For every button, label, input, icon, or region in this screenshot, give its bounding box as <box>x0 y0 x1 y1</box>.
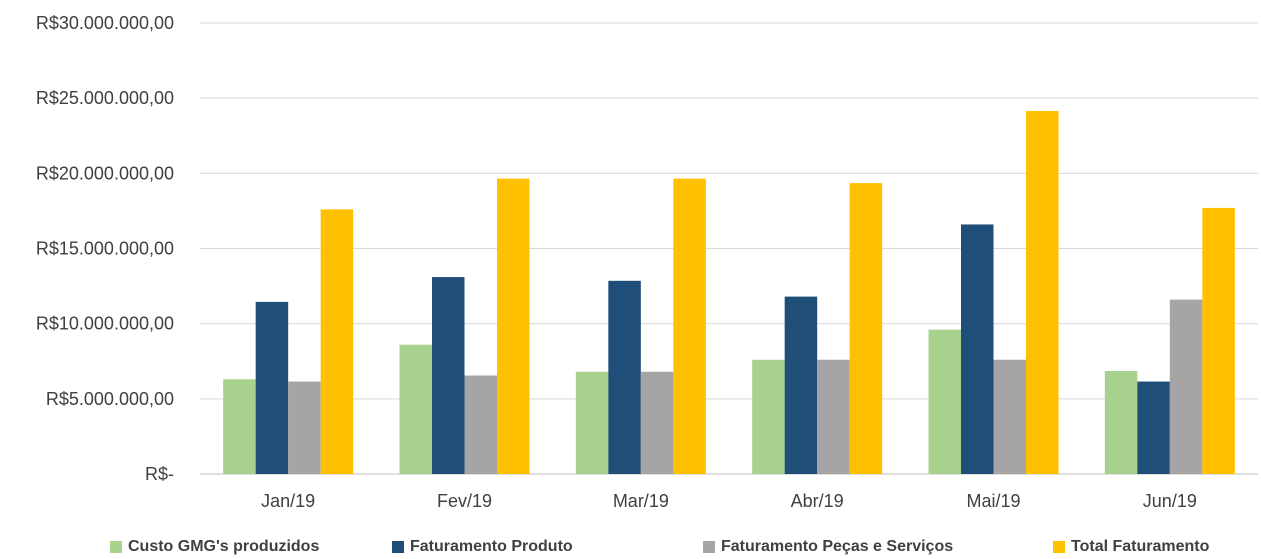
bar <box>961 224 994 474</box>
bar <box>288 381 321 474</box>
legend-swatch-pecas-servicos <box>703 541 715 553</box>
legend-item-pecas-servicos: Faturamento Peças e Serviços <box>703 538 953 556</box>
legend-swatch-custo <box>110 541 122 553</box>
x-tick-label: Jun/19 <box>1143 491 1197 511</box>
bar <box>817 359 850 474</box>
bar-chart: R$- R$5.000.000,00 R$10.000.000,00 R$15.000… <box>36 13 1258 511</box>
legend-swatch-faturamento-produto <box>392 541 404 553</box>
y-tick-label: R$10.000.000,00 <box>36 314 174 334</box>
legend-swatch-total-faturamento <box>1053 541 1065 553</box>
bar <box>497 178 530 474</box>
bar <box>928 329 961 474</box>
y-tick-label: R$30.000.000,00 <box>36 13 174 33</box>
y-tick-label: R$20.000.000,00 <box>36 163 174 183</box>
y-tick-label: R$25.000.000,00 <box>36 88 174 108</box>
bar <box>464 375 497 474</box>
bar <box>608 280 641 474</box>
bar <box>320 209 354 474</box>
x-tick-label: Mai/19 <box>966 491 1020 511</box>
bar <box>1026 110 1059 474</box>
legend-label-faturamento-produto: Faturamento Produto <box>410 538 573 555</box>
x-tick-label: Mar/19 <box>613 491 669 511</box>
x-tick-label: Fev/19 <box>437 491 492 511</box>
bar <box>399 344 432 474</box>
bar <box>432 277 465 474</box>
bar <box>255 301 289 474</box>
bar <box>673 178 706 474</box>
x-tick-label: Jan/19 <box>261 491 315 511</box>
bar <box>223 379 256 474</box>
bar <box>784 296 818 474</box>
legend-item-total-faturamento: Total Faturamento <box>1053 538 1209 556</box>
y-tick-label: R$15.000.000,00 <box>36 239 174 259</box>
bar <box>1169 299 1203 474</box>
legend-item-custo: Custo GMG's produzidos <box>110 538 319 556</box>
chart-legend: Custo GMG's produzidos Faturamento Produ… <box>0 538 1261 559</box>
legend-item-faturamento-produto: Faturamento Produto <box>392 538 573 556</box>
legend-label-custo: Custo GMG's produzidos <box>128 538 320 555</box>
bar <box>575 371 609 474</box>
legend-label-total-faturamento: Total Faturamento <box>1071 538 1210 555</box>
bar <box>752 359 785 474</box>
bar <box>1137 381 1170 474</box>
x-tick-label: Abr/19 <box>791 491 844 511</box>
bar <box>640 371 674 474</box>
bar <box>1104 371 1138 474</box>
bar <box>993 359 1026 474</box>
y-tick-label: R$- <box>145 464 174 484</box>
y-tick-label: R$5.000.000,00 <box>46 389 174 409</box>
bar <box>1202 207 1235 474</box>
bar <box>849 183 883 475</box>
legend-label-pecas-servicos: Faturamento Peças e Serviços <box>721 538 954 555</box>
